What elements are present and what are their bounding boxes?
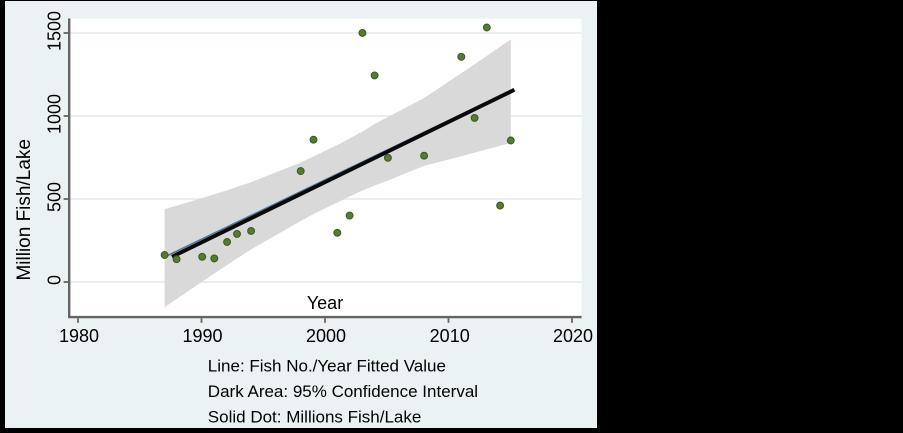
svg-text:500: 500 (45, 182, 65, 212)
svg-text:Million Fish/Lake: Million Fish/Lake (14, 139, 35, 281)
svg-text:1000: 1000 (45, 94, 65, 134)
svg-text:Year: Year (307, 293, 343, 313)
svg-text:Solid Dot: Millions Fish/Lake: Solid Dot: Millions Fish/Lake (208, 408, 422, 427)
svg-text:1500: 1500 (45, 11, 65, 51)
svg-text:1980: 1980 (59, 326, 99, 346)
svg-text:0: 0 (45, 275, 65, 285)
svg-text:Dark Area: 95% Confidence Inte: Dark Area: 95% Confidence Interval (208, 382, 478, 401)
svg-text:2000: 2000 (306, 326, 346, 346)
svg-text:1990: 1990 (182, 326, 222, 346)
svg-text:2020: 2020 (553, 326, 593, 346)
svg-text:2010: 2010 (430, 326, 470, 346)
svg-text:Line: Fish No./Year Fitted Val: Line: Fish No./Year Fitted Value (208, 357, 446, 376)
